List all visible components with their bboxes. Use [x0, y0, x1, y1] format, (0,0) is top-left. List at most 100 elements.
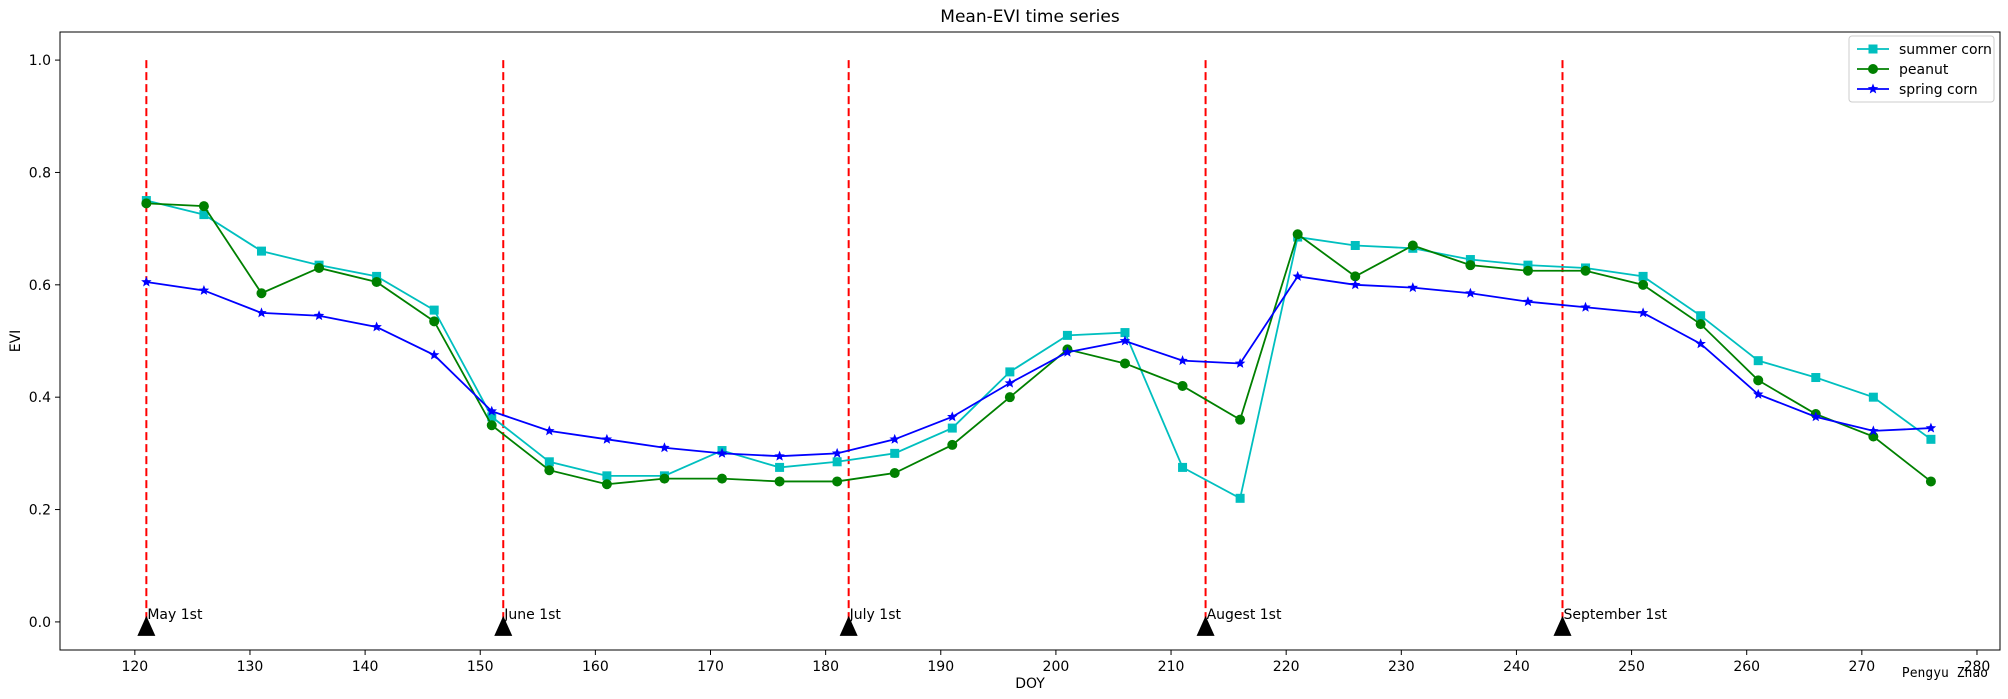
series-line	[146, 202, 1932, 486]
data-point	[832, 457, 842, 467]
x-tick-label: 150	[467, 659, 494, 675]
data-point	[428, 349, 440, 360]
data-point	[1752, 388, 1764, 399]
x-tick-label: 130	[237, 659, 264, 675]
y-tick-label: 0.4	[29, 390, 51, 406]
data-point	[1696, 311, 1706, 321]
data-point	[314, 262, 325, 273]
data-point	[1925, 422, 1937, 433]
data-point	[1234, 357, 1246, 368]
data-point	[1465, 260, 1476, 271]
data-point	[486, 420, 497, 431]
data-point	[1925, 476, 1936, 487]
x-tick-label: 240	[1503, 659, 1530, 675]
data-point	[1004, 392, 1015, 403]
data-point	[256, 288, 267, 299]
y-tick-label: 0.0	[29, 615, 51, 631]
x-tick-label: 250	[1618, 659, 1645, 675]
data-point	[890, 448, 900, 458]
x-tick-label: 160	[582, 659, 609, 675]
month-marker-triangle	[494, 615, 513, 636]
x-tick-label: 180	[812, 659, 839, 675]
data-point	[1178, 462, 1188, 472]
data-point	[141, 198, 152, 209]
legend-marker	[1868, 44, 1878, 54]
data-point	[198, 201, 209, 212]
data-point	[1926, 434, 1936, 444]
data-point	[601, 479, 612, 490]
x-tick-label: 280	[1964, 659, 1991, 675]
data-point	[371, 277, 382, 288]
data-point	[1407, 282, 1419, 293]
data-point	[1522, 296, 1534, 307]
data-point	[774, 476, 785, 487]
data-point	[199, 210, 209, 220]
data-point	[1868, 392, 1878, 402]
data-point	[1407, 240, 1418, 251]
data-point	[544, 457, 554, 467]
data-point	[774, 450, 785, 461]
data-point	[1695, 319, 1706, 330]
legend-marker	[1867, 83, 1879, 94]
month-marker-triangle	[1196, 615, 1215, 636]
data-point	[1580, 301, 1591, 312]
data-point	[429, 316, 440, 327]
data-point	[256, 246, 266, 256]
data-point	[372, 271, 382, 281]
series-square	[141, 196, 1936, 503]
data-point	[1637, 307, 1649, 318]
data-point	[1753, 356, 1763, 366]
legend-label: summer corn	[1899, 42, 1992, 58]
x-tick-label: 120	[121, 659, 148, 675]
data-point	[1811, 373, 1821, 383]
data-point	[313, 310, 325, 321]
data-point	[1119, 335, 1131, 346]
plot-area: May 1st June 1st July 1st Augest 1st Septemb…	[137, 60, 1937, 636]
data-point	[1523, 260, 1533, 270]
data-point	[775, 462, 785, 472]
data-point	[1638, 279, 1649, 290]
data-point	[1235, 493, 1245, 503]
month-marker-triangle	[1553, 615, 1572, 636]
data-point	[947, 411, 958, 422]
series-line	[146, 275, 1931, 458]
data-point	[1753, 375, 1764, 386]
data-point	[1695, 338, 1706, 349]
plot-frame	[59, 31, 2001, 651]
data-point	[1235, 414, 1246, 425]
signature-text: Pengyu Zhao	[1902, 666, 1988, 681]
x-axis: 120 130 140 150 160 170 180 190 200 210 220 230 240 2…	[121, 650, 1990, 675]
x-tick-label: 140	[352, 659, 379, 675]
x-tick-label: 270	[1848, 659, 1875, 675]
series-star	[141, 270, 1937, 461]
legend-label: spring corn	[1899, 82, 1978, 98]
data-point	[1177, 355, 1188, 366]
data-point	[1465, 255, 1475, 265]
data-point	[601, 433, 613, 444]
y-tick-label: 0.6	[29, 278, 51, 294]
y-axis-label: EVI	[8, 330, 24, 353]
data-point	[1292, 270, 1303, 281]
month-annotation: June 1st	[503, 607, 561, 623]
y-tick-label: 1.0	[29, 53, 51, 69]
legend-box	[1848, 35, 1995, 103]
x-tick-label: 200	[1043, 659, 1070, 675]
data-point	[1810, 411, 1822, 422]
data-point	[198, 284, 210, 295]
data-point	[889, 468, 900, 479]
data-point	[1522, 265, 1533, 276]
data-point	[832, 476, 843, 487]
data-point	[716, 447, 728, 458]
data-point	[544, 465, 555, 476]
data-point	[141, 276, 152, 287]
data-point	[602, 471, 612, 481]
data-point	[486, 405, 497, 416]
data-point	[429, 305, 439, 315]
data-point	[1580, 265, 1591, 276]
legend: summer corn peanut spring corn	[1848, 35, 1995, 103]
data-point	[1868, 425, 1879, 436]
data-point	[889, 433, 900, 444]
data-point	[1177, 380, 1188, 391]
